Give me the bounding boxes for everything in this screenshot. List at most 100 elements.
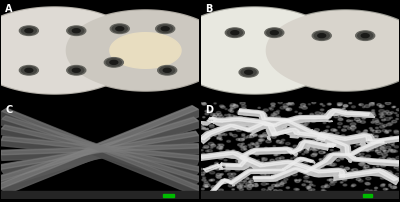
Circle shape [320, 109, 324, 111]
Circle shape [380, 114, 384, 115]
Circle shape [283, 129, 287, 131]
Circle shape [368, 162, 371, 164]
Circle shape [224, 115, 227, 116]
Circle shape [225, 28, 244, 37]
Circle shape [233, 124, 237, 126]
Circle shape [203, 129, 206, 130]
Circle shape [307, 188, 309, 189]
Circle shape [218, 134, 220, 135]
Circle shape [344, 167, 350, 170]
Circle shape [339, 118, 342, 120]
Circle shape [333, 144, 337, 146]
Circle shape [267, 163, 269, 164]
Circle shape [313, 145, 318, 147]
Circle shape [322, 190, 326, 192]
Circle shape [232, 135, 237, 137]
Circle shape [281, 133, 284, 134]
Circle shape [67, 26, 86, 36]
Circle shape [239, 67, 258, 77]
Circle shape [274, 154, 276, 156]
Circle shape [323, 131, 327, 133]
Circle shape [350, 126, 356, 129]
Circle shape [202, 124, 204, 125]
Circle shape [394, 150, 398, 152]
Circle shape [356, 131, 360, 133]
Circle shape [110, 60, 118, 64]
Circle shape [329, 141, 332, 143]
Polygon shape [207, 117, 384, 143]
Circle shape [365, 130, 367, 131]
Bar [163, 194, 174, 197]
Circle shape [294, 116, 298, 118]
Circle shape [341, 173, 346, 175]
Circle shape [397, 169, 400, 171]
Circle shape [383, 124, 387, 127]
Circle shape [268, 163, 271, 164]
Circle shape [294, 171, 297, 173]
Circle shape [242, 135, 245, 137]
Circle shape [269, 108, 271, 109]
Circle shape [288, 103, 292, 105]
Circle shape [388, 130, 391, 131]
Circle shape [294, 188, 298, 190]
Circle shape [280, 106, 285, 109]
Circle shape [309, 141, 315, 143]
Circle shape [374, 190, 377, 191]
Circle shape [351, 185, 354, 187]
Circle shape [375, 135, 378, 137]
Circle shape [205, 186, 208, 187]
Circle shape [227, 140, 230, 142]
Circle shape [246, 118, 249, 120]
Circle shape [358, 159, 362, 160]
Circle shape [320, 134, 325, 136]
Circle shape [376, 130, 381, 133]
Circle shape [218, 144, 220, 145]
Circle shape [275, 154, 278, 156]
Circle shape [218, 120, 221, 121]
Circle shape [375, 122, 380, 125]
Circle shape [379, 157, 384, 160]
Polygon shape [110, 33, 181, 68]
Circle shape [315, 134, 320, 137]
Circle shape [386, 143, 389, 144]
Circle shape [306, 134, 308, 136]
Circle shape [307, 187, 311, 189]
Circle shape [304, 173, 307, 174]
Circle shape [312, 168, 317, 171]
Circle shape [364, 133, 367, 134]
Circle shape [203, 185, 208, 187]
Circle shape [201, 188, 204, 190]
Circle shape [209, 179, 212, 181]
Circle shape [379, 106, 382, 108]
Circle shape [327, 103, 331, 105]
Circle shape [239, 180, 242, 182]
Circle shape [284, 174, 289, 176]
Circle shape [346, 120, 350, 122]
Circle shape [352, 169, 358, 171]
Circle shape [214, 135, 216, 136]
Circle shape [372, 102, 374, 103]
Circle shape [216, 174, 221, 176]
Circle shape [380, 147, 384, 149]
Circle shape [324, 152, 326, 153]
Circle shape [238, 144, 242, 146]
Circle shape [245, 186, 248, 187]
Circle shape [365, 189, 369, 191]
Circle shape [315, 112, 320, 114]
Circle shape [286, 171, 290, 173]
Circle shape [309, 181, 312, 183]
Circle shape [318, 146, 320, 147]
Circle shape [300, 158, 304, 160]
Circle shape [313, 149, 317, 151]
Circle shape [282, 129, 285, 130]
Circle shape [202, 147, 205, 148]
Circle shape [295, 168, 298, 170]
Circle shape [69, 66, 84, 74]
Circle shape [216, 147, 221, 149]
Circle shape [258, 135, 263, 137]
Circle shape [308, 104, 310, 105]
Circle shape [253, 163, 258, 166]
Polygon shape [64, 10, 226, 91]
Circle shape [241, 108, 246, 110]
Circle shape [230, 110, 234, 112]
